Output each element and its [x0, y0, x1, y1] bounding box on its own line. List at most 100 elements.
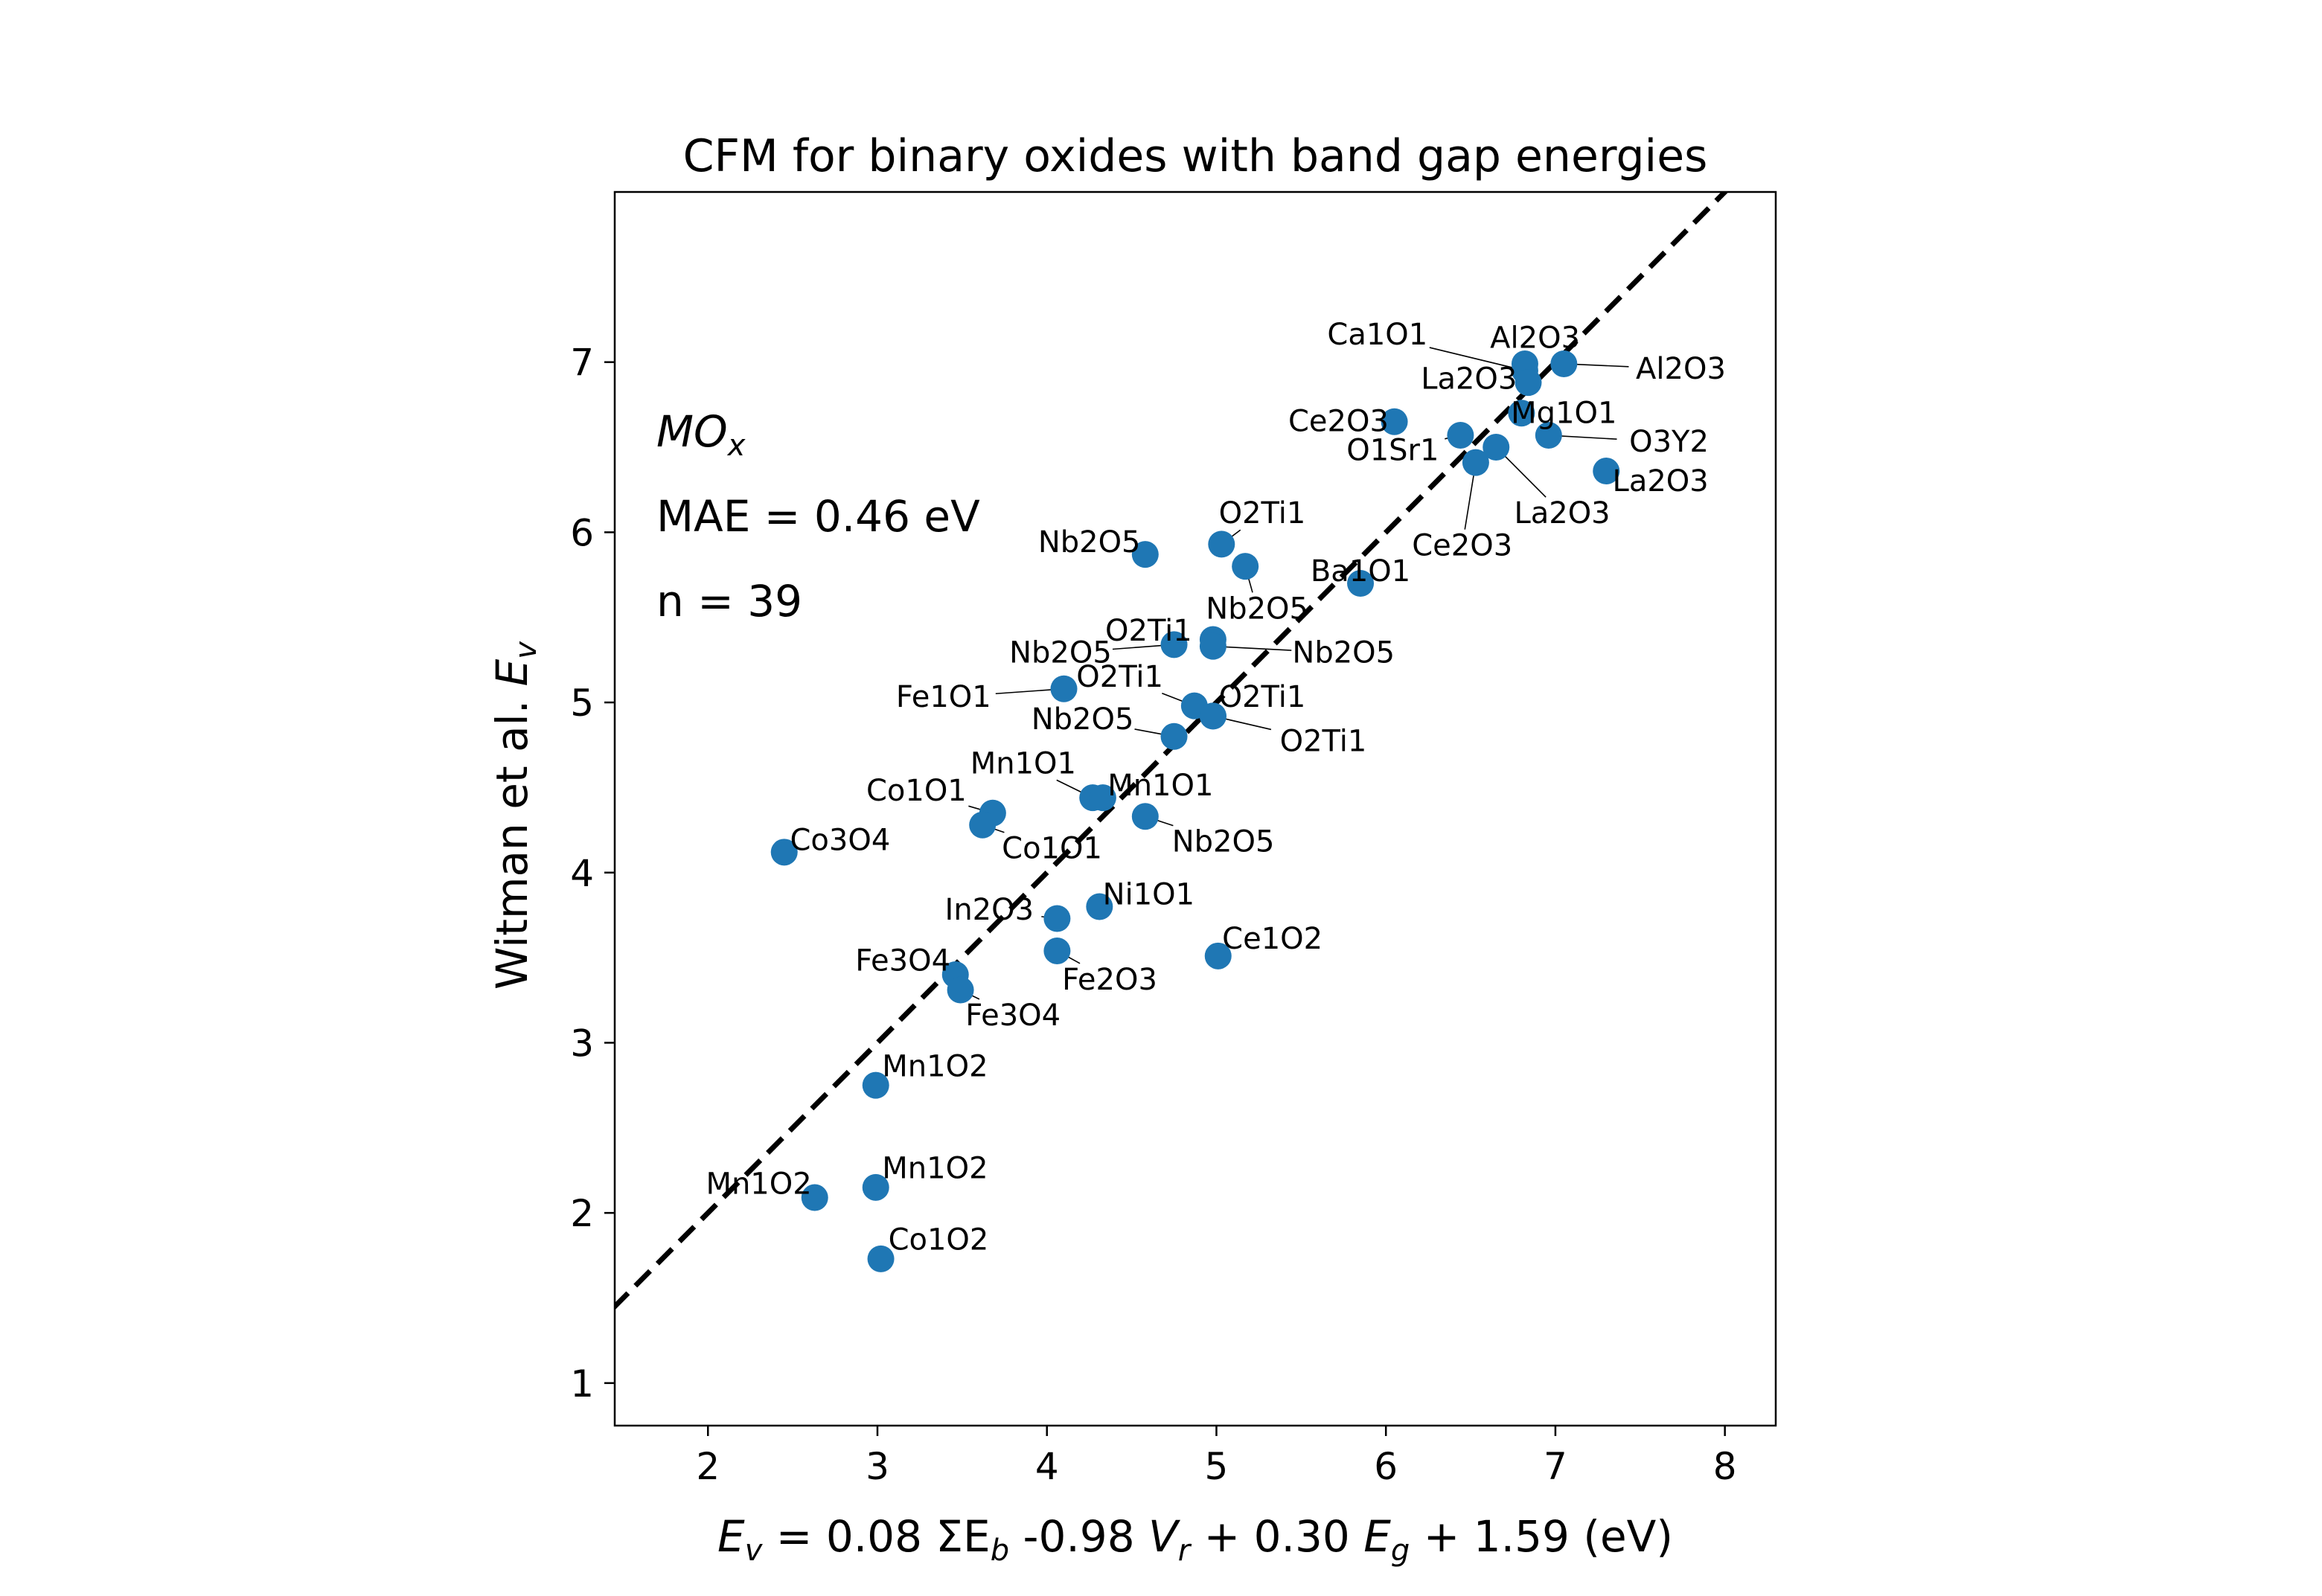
point-label: Mn1O2 [882, 1152, 988, 1186]
parity-line [615, 192, 1729, 1310]
axis-label-part: V [1148, 1511, 1181, 1562]
point-label: Ce2O3 [1412, 529, 1512, 563]
data-point [1550, 350, 1578, 377]
data-point [947, 976, 974, 1004]
point-label: Nb2O5 [1206, 592, 1308, 626]
point-label: Ba1O1 [1311, 554, 1410, 589]
data-point [1131, 541, 1159, 568]
data-points [770, 350, 1620, 1272]
x-tick-label: 3 [866, 1445, 889, 1488]
data-point [1089, 784, 1116, 812]
point-label: Nb2O5 [1009, 636, 1112, 670]
point-label: O2Ti1 [1280, 725, 1367, 759]
data-point [1447, 422, 1474, 449]
y-tick-label: 4 [570, 852, 594, 895]
point-label: O1Sr1 [1346, 434, 1439, 468]
axis-label-part: -0.98 [1009, 1511, 1148, 1562]
y-tick-label: 6 [570, 511, 594, 554]
point-label: Ca1O1 [1327, 318, 1427, 352]
point-label: Ni1O1 [1103, 877, 1194, 911]
data-point [1160, 722, 1188, 750]
point-label: Nb2O5 [1038, 525, 1141, 560]
point-label: Co1O1 [866, 774, 967, 808]
data-point [867, 1245, 895, 1272]
data-point [969, 811, 997, 839]
point-label: Co3O4 [790, 823, 890, 857]
data-point [1086, 893, 1113, 920]
data-point [1593, 458, 1620, 485]
point-label: Fe3O4 [855, 944, 950, 978]
label-connector [1429, 347, 1526, 371]
data-point [1483, 434, 1510, 461]
y-axis-label: Witman et al. Ev [487, 641, 543, 990]
data-point [862, 1071, 889, 1099]
point-label: Fe3O4 [965, 999, 1061, 1033]
axis-label-part: + 1.59 (eV) [1410, 1511, 1673, 1562]
x-tick-label: 2 [696, 1445, 720, 1488]
data-point [1535, 422, 1562, 449]
y-tick-label: 7 [570, 342, 594, 385]
point-label: O3Y2 [1629, 425, 1709, 459]
plot-frame [613, 190, 1777, 1427]
data-point [1381, 408, 1408, 435]
data-point [1160, 631, 1188, 658]
x-tick-label: 6 [1374, 1445, 1398, 1488]
n-annotation: n = 39 [656, 576, 802, 626]
data-point [1043, 905, 1071, 932]
y-tick-label: 3 [570, 1022, 594, 1065]
axis-label-part: g [1391, 1533, 1410, 1568]
axis-label-part: E [717, 1511, 745, 1562]
data-point [770, 839, 798, 866]
point-label: O2Ti1 [1105, 614, 1192, 648]
data-point [1050, 675, 1078, 702]
axis-label-part: b [991, 1533, 1009, 1568]
annotations: MOx MAE = 0.46 eV n = 39 [656, 406, 980, 626]
x-tick-label: 4 [1035, 1445, 1059, 1488]
x-tick-label: 7 [1544, 1445, 1567, 1488]
formula-annotation: MOx [656, 406, 746, 463]
data-point [1204, 942, 1232, 970]
data-point [801, 1184, 828, 1211]
y-tick-label: 2 [570, 1192, 594, 1235]
axis-label-part: = 0.08 ΣE [762, 1511, 990, 1562]
x-axis-label: Ev = 0.08 ΣEb -0.98 Vr + 0.30 Eg + 1.59 … [717, 1511, 1673, 1568]
point-label: Al2O3 [1490, 321, 1580, 356]
axis-label-part: Witman et al. [487, 686, 537, 990]
axis-label-part: v [745, 1533, 764, 1568]
data-point [1131, 803, 1159, 830]
point-label: La2O3 [1613, 464, 1709, 499]
data-point [1199, 702, 1226, 730]
point-label: Ce2O3 [1288, 405, 1389, 439]
formula-sub: x [726, 429, 746, 463]
x-tick-label: 8 [1713, 1445, 1737, 1488]
data-point [1208, 531, 1235, 558]
formula-main: MO [656, 406, 728, 457]
data-point [1043, 937, 1071, 964]
point-label: Nb2O5 [1172, 825, 1275, 859]
chart-title: CFM for binary oxides with band gap ener… [683, 130, 1708, 182]
point-label: O2Ti1 [1219, 680, 1306, 714]
point-label: Co1O2 [889, 1223, 989, 1257]
point-label: Nb2O5 [1032, 702, 1134, 737]
point-label: La2O3 [1421, 362, 1517, 397]
x-tick-label: 5 [1205, 1445, 1229, 1488]
point-label: Mn1O1 [970, 746, 1076, 781]
parity-line-group [615, 192, 1729, 1310]
point-label: Fe2O3 [1062, 963, 1157, 997]
point-label: Ce1O2 [1222, 922, 1322, 956]
point-label: O2Ti1 [1076, 660, 1163, 694]
point-label: Mg1O1 [1511, 396, 1616, 430]
data-point [1508, 400, 1535, 427]
point-label: Mn1O2 [882, 1049, 988, 1083]
point-label: La2O3 [1514, 496, 1610, 531]
axis-label-part: + 0.30 [1190, 1511, 1363, 1562]
y-tick-label: 5 [570, 682, 594, 725]
point-label: Co1O1 [1002, 832, 1102, 866]
data-point [1347, 569, 1375, 597]
point-label: Mn1O1 [1107, 769, 1213, 803]
axis-label-part: v [509, 641, 543, 659]
point-label: O2Ti1 [1219, 496, 1306, 531]
point-label: Al2O3 [1636, 352, 1726, 386]
